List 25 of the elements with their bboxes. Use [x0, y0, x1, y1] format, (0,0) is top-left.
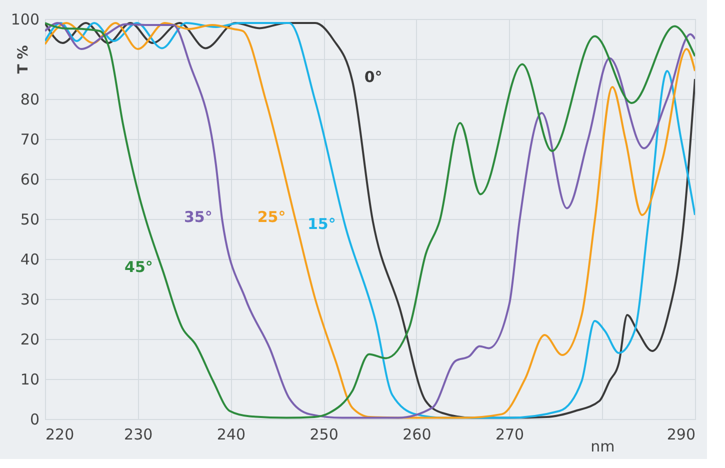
x-tick-label: 240: [216, 426, 246, 444]
y-tick-label: 30: [20, 290, 40, 308]
y-tick-label: 50: [20, 210, 40, 228]
x-axis-title: nm: [590, 438, 615, 456]
y-tick-label: 10: [20, 370, 40, 388]
y-tick-label: 0: [30, 410, 40, 428]
y-axis-title: T %: [16, 45, 32, 74]
x-tick-label: 290: [666, 426, 696, 444]
y-tick-label: 80: [20, 90, 40, 108]
x-tick-label: 230: [124, 426, 153, 444]
x-tick-label: 220: [46, 426, 74, 444]
series-label: 0°: [364, 68, 382, 86]
series-label: 35°: [184, 208, 212, 226]
x-tick-label: 250: [310, 426, 338, 444]
y-tick-label: 100: [10, 10, 40, 28]
y-tick-label: 60: [20, 170, 40, 188]
y-tick-label: 70: [20, 130, 40, 148]
x-tick-label: 270: [495, 426, 524, 444]
x-tick-label: 260: [402, 426, 432, 444]
series-label: 45°: [124, 258, 153, 276]
y-tick-label: 20: [20, 330, 40, 348]
series-label: 15°: [307, 215, 336, 234]
line-series: [45, 22, 695, 419]
series-label: 25°: [257, 208, 286, 226]
y-tick-label: 40: [20, 250, 40, 268]
